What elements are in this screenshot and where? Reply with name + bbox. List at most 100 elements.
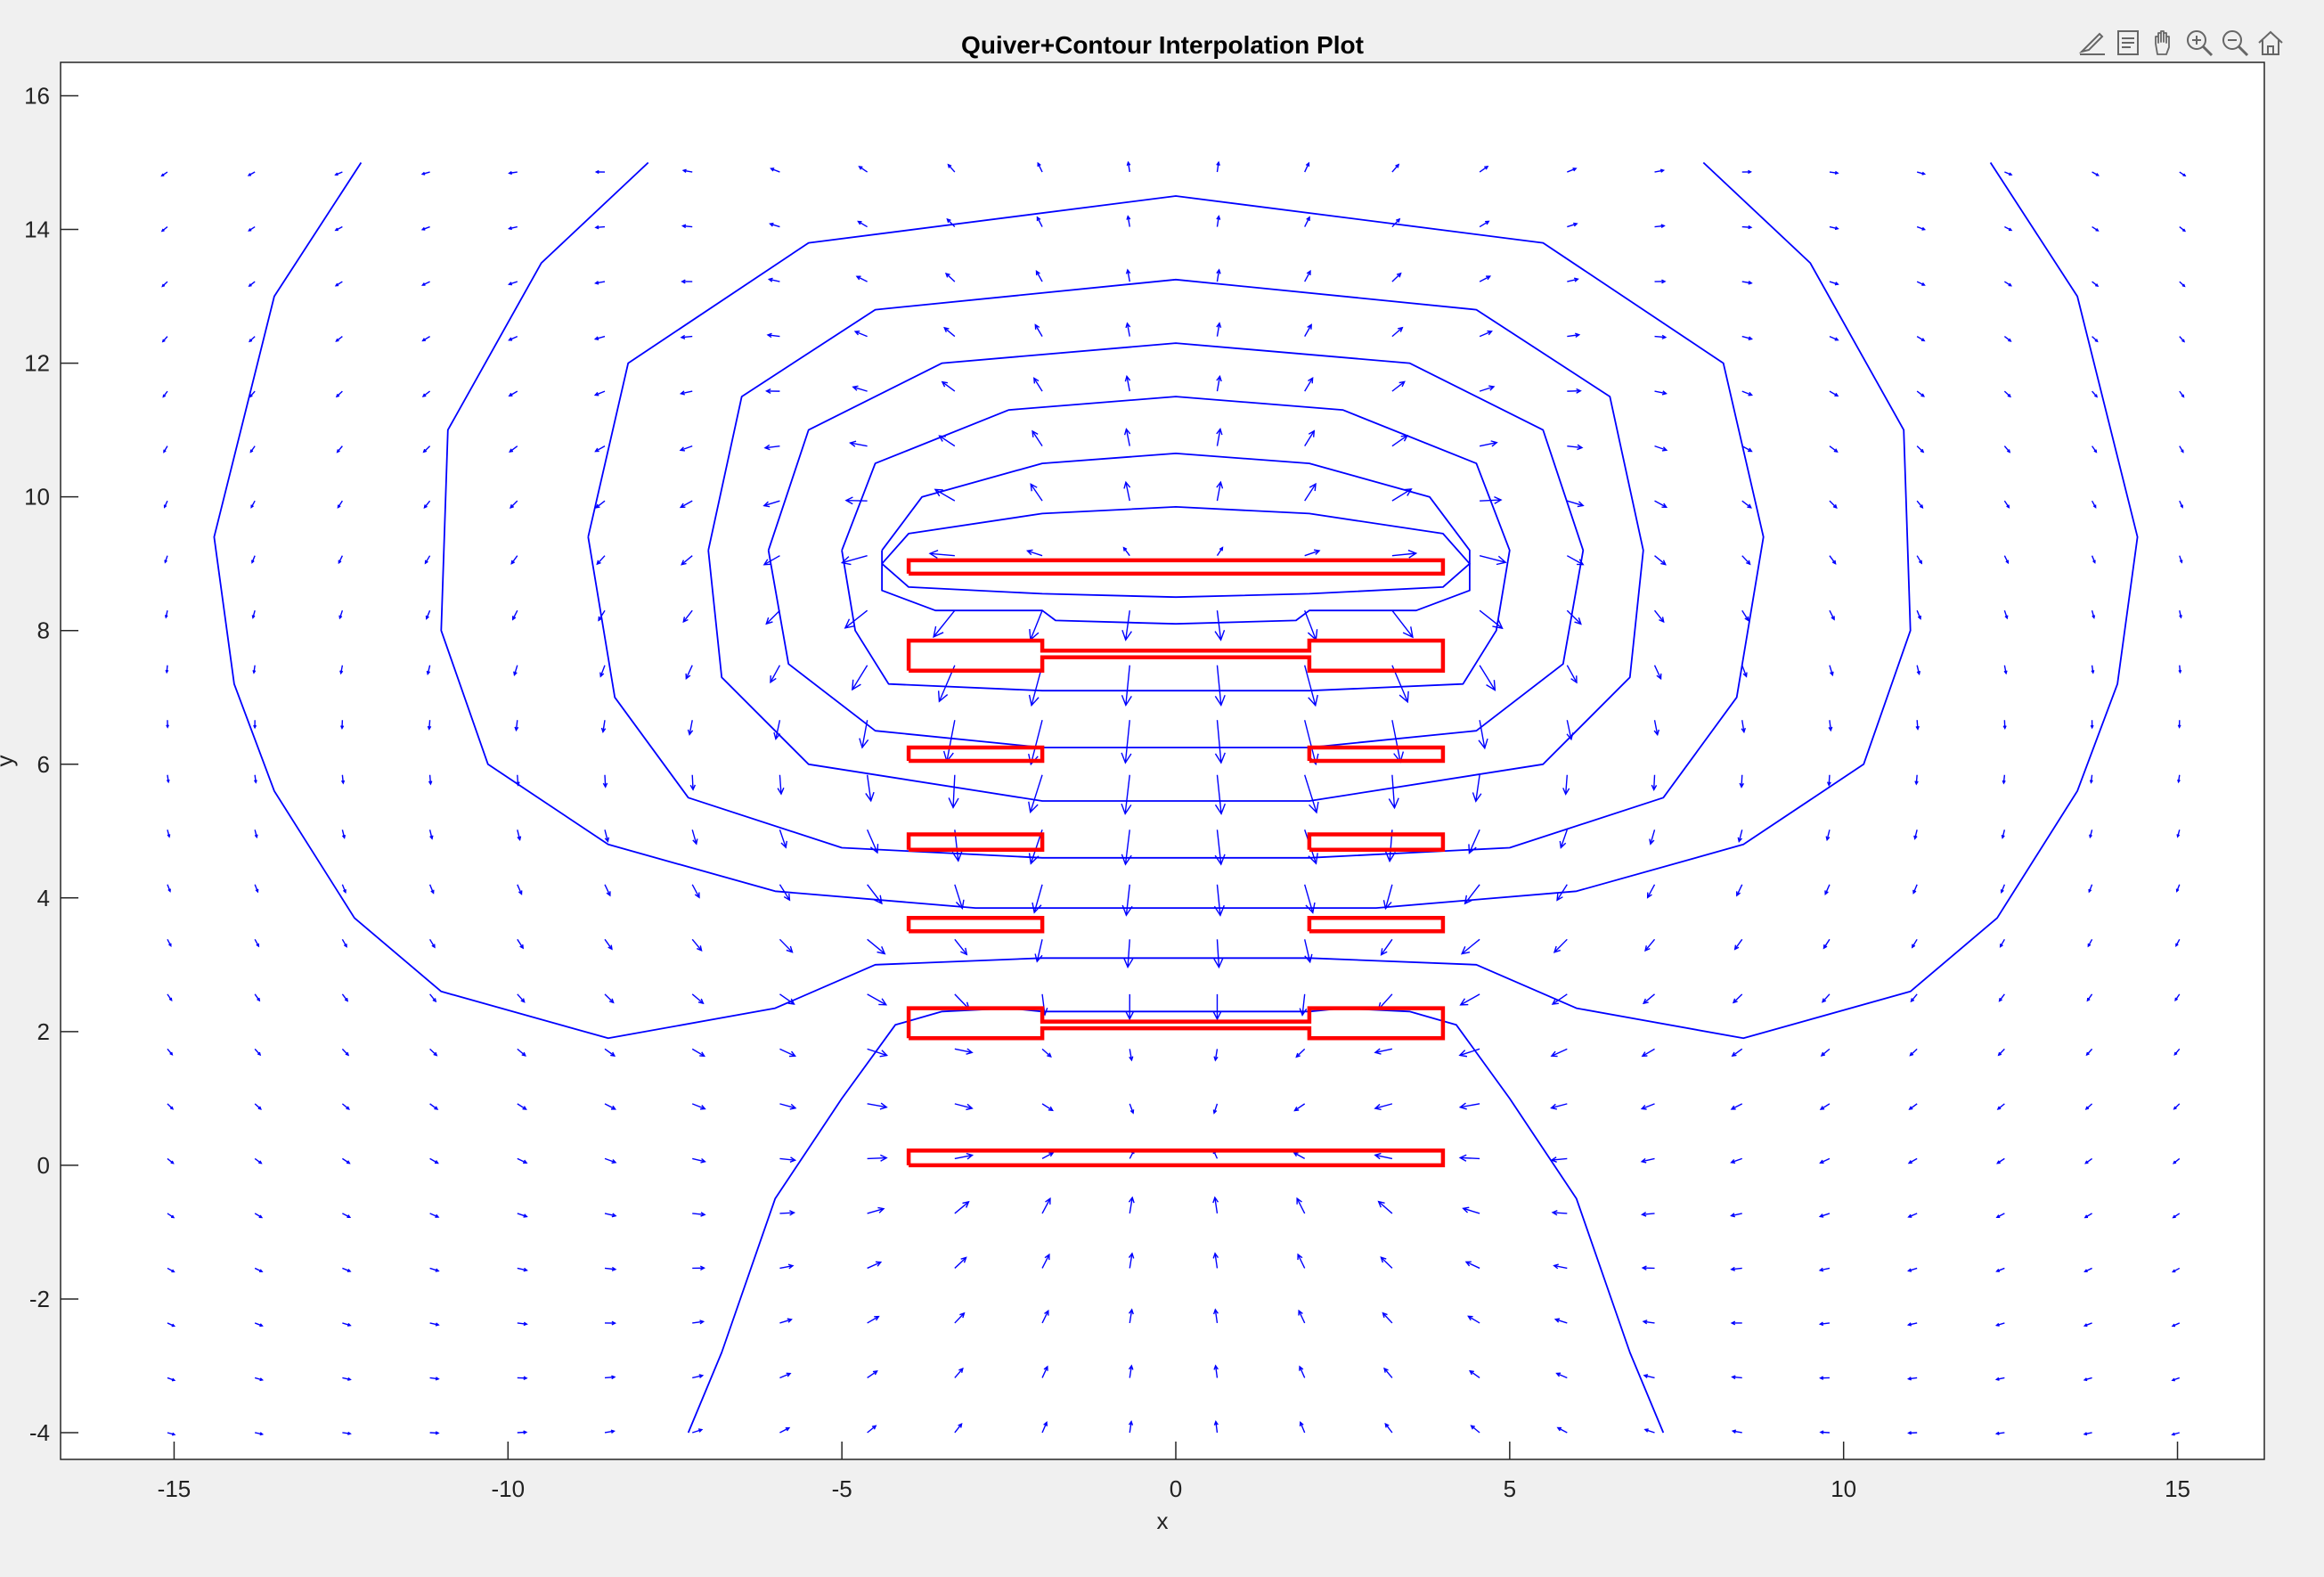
zoom-in-button[interactable] xyxy=(2183,27,2215,59)
quiver-arrow xyxy=(691,993,705,1005)
quiver-arrow xyxy=(2092,445,2098,453)
quiver-arrow xyxy=(1129,1049,1134,1062)
quiver-arrow xyxy=(1032,429,1043,447)
quiver-arrow xyxy=(867,1425,877,1434)
quiver-arrow xyxy=(1304,549,1321,557)
y-tick-label: -4 xyxy=(29,1419,50,1446)
zoom-out-button[interactable] xyxy=(2219,27,2251,59)
quiver-arrow xyxy=(1641,1265,1655,1271)
quiver-arrow xyxy=(1551,993,1568,1005)
zoom-in-icon xyxy=(2187,30,2214,57)
x-tick-label: 15 xyxy=(2165,1475,2190,1502)
quiver-arrow xyxy=(1826,774,1831,787)
quiver-arrow xyxy=(1916,555,1923,565)
quiver-arrow xyxy=(1216,215,1221,227)
quiver-arrow xyxy=(2179,171,2187,177)
quiver-arrow xyxy=(2174,993,2181,1002)
quiver-arrow xyxy=(1732,993,1743,1004)
quiver-arrow xyxy=(1994,1322,2005,1327)
quiver-arrow xyxy=(1818,1213,1831,1218)
quiver-arrow xyxy=(1041,1309,1049,1324)
quiver-arrow xyxy=(1642,1320,1655,1325)
quiver-arrow xyxy=(167,993,173,1001)
conductor-outlines xyxy=(906,558,1446,1168)
quiver-arrow xyxy=(1478,720,1488,750)
quiver-arrow xyxy=(779,1263,795,1270)
quiver-arrow xyxy=(681,168,693,173)
quiver-arrow xyxy=(428,829,434,840)
quiver-arrow xyxy=(1458,1048,1480,1058)
quiver-arrow xyxy=(1034,323,1043,337)
quiver-arrow xyxy=(429,1103,439,1110)
quiver-arrow xyxy=(1828,720,1833,732)
quiver-arrow xyxy=(691,1103,706,1110)
quiver-arrow xyxy=(1295,1048,1306,1058)
quiver-arrow xyxy=(1916,171,1927,176)
edit-plot-button[interactable] xyxy=(2076,27,2108,59)
quiver-arrow xyxy=(2001,829,2006,839)
quiver-arrow xyxy=(2179,555,2183,564)
pan-button[interactable] xyxy=(2148,27,2180,59)
quiver-arrow xyxy=(254,1267,264,1273)
quiver-arrow xyxy=(604,1213,617,1218)
quiver-arrow xyxy=(604,1429,616,1434)
quiver-arrow xyxy=(1644,938,1656,952)
y-tick-label: 0 xyxy=(37,1152,50,1179)
quiver-arrow xyxy=(604,1048,616,1058)
quiver-arrow xyxy=(2179,281,2186,288)
quiver-arrow xyxy=(2003,555,2010,565)
quiver-arrow xyxy=(948,774,959,809)
y-tick-label: 4 xyxy=(37,885,50,911)
conductor-outline xyxy=(906,1148,1446,1168)
quiver-arrow xyxy=(1377,1200,1393,1214)
quiver-arrow xyxy=(600,720,607,734)
quiver-arrow xyxy=(342,1213,352,1218)
quiver-arrow xyxy=(1460,938,1480,955)
quiver-arrow xyxy=(1479,330,1493,338)
quiver-arrow xyxy=(1654,500,1668,509)
quiver-arrow xyxy=(254,829,258,839)
quiver-arrow xyxy=(1216,428,1223,446)
quiver-arrow xyxy=(254,1048,262,1057)
quiver-arrow xyxy=(517,1213,528,1218)
contour-line xyxy=(707,278,1644,802)
quiver-arrow xyxy=(1829,335,1839,341)
quiver-arrow xyxy=(1121,610,1132,641)
quiver-arrow xyxy=(692,1428,704,1434)
quiver-arrow xyxy=(429,1322,440,1327)
quiver-arrow xyxy=(1214,720,1226,764)
y-tick-label: 6 xyxy=(37,751,50,778)
quiver-arrow xyxy=(604,1103,616,1110)
quiver-arrow xyxy=(429,1431,440,1435)
quiver-arrow xyxy=(1121,720,1132,764)
quiver-arrow xyxy=(335,390,343,398)
quiver-arrow xyxy=(1380,938,1393,956)
quiver-arrow xyxy=(1741,280,1753,285)
quiver-arrow xyxy=(1213,1364,1219,1378)
quiver-arrow xyxy=(1374,1103,1393,1111)
contour-line xyxy=(767,342,1585,748)
restore-view-button[interactable] xyxy=(2255,27,2287,59)
x-tick-label: 0 xyxy=(1170,1475,1182,1502)
x-tick-label: -5 xyxy=(832,1475,852,1502)
conductor-outline xyxy=(906,638,1446,673)
quiver-arrow xyxy=(2003,500,2010,509)
y-tick-label: 8 xyxy=(37,617,50,644)
quiver-arrow xyxy=(254,1377,265,1382)
quiver-arrow xyxy=(762,555,780,566)
quiver-arrow xyxy=(1640,1157,1655,1164)
quiver-arrow xyxy=(254,938,260,948)
axes-area[interactable] xyxy=(60,61,2265,1460)
quiver-arrow xyxy=(337,500,343,509)
quiver-arrow xyxy=(604,1266,617,1271)
quiver-arrow xyxy=(1741,665,1748,678)
zoom-out-icon xyxy=(2222,30,2249,57)
quiver-arrow xyxy=(682,609,693,624)
quiver-arrow xyxy=(779,1156,797,1163)
quiver-arrow xyxy=(1825,829,1831,842)
quiver-arrow xyxy=(1298,1309,1306,1324)
quiver-arrow xyxy=(1916,335,1926,342)
quiver-arrow xyxy=(1553,938,1568,953)
data-tips-button[interactable] xyxy=(2112,27,2144,59)
quiver-arrow xyxy=(508,225,518,231)
